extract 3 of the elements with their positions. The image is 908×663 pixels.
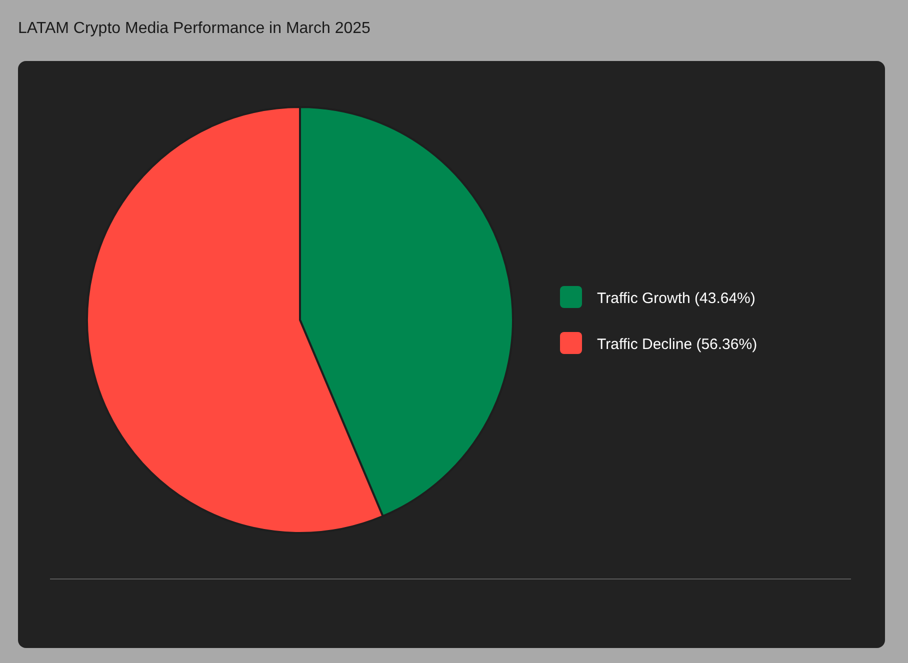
legend-label: Traffic Decline (56.36%) — [597, 336, 758, 353]
chart-title: LATAM Crypto Media Performance in March 2025 — [18, 20, 371, 37]
legend-label: Traffic Growth (43.64%) — [597, 290, 756, 307]
